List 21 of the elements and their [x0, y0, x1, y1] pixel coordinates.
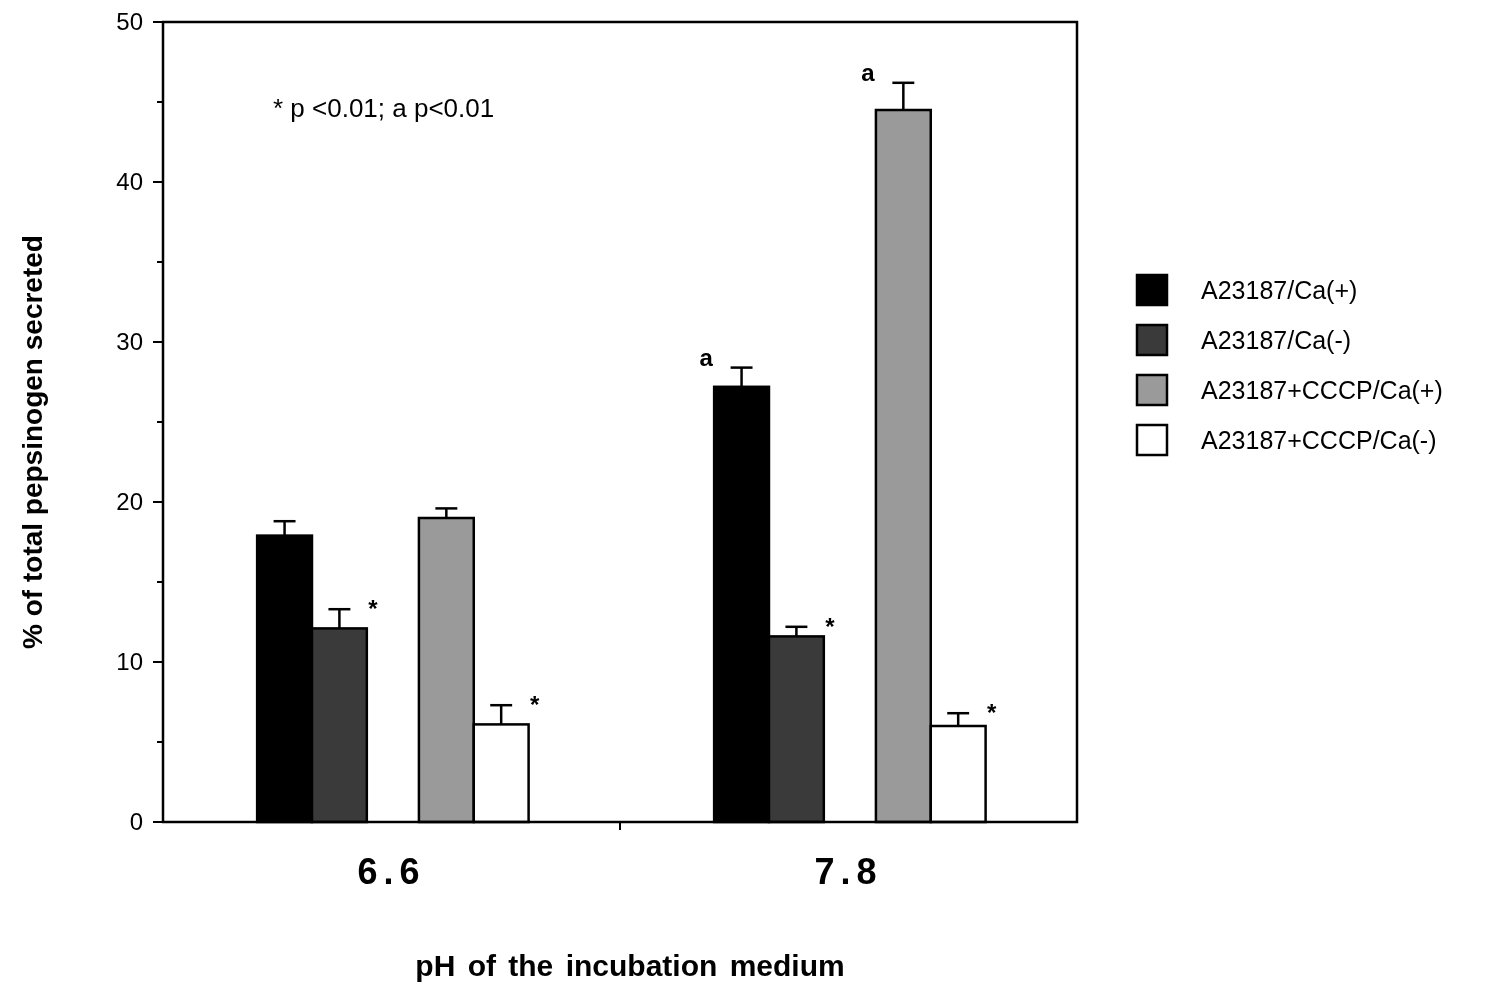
x-axis-title: pH of the incubation medium — [415, 949, 845, 982]
y-tick-label: 0 — [129, 808, 143, 836]
significance-marker: * — [986, 699, 997, 727]
y-tick-label: 10 — [116, 648, 143, 676]
significance-marker: * — [825, 612, 835, 640]
legend-label: A23187+CCCP/Ca(+) — [1201, 375, 1443, 404]
annotation: * p <0.01; a p<0.01 — [273, 93, 495, 123]
y-tick-label: 20 — [116, 488, 143, 516]
legend-label: A23187+CCCP/Ca(-) — [1201, 425, 1437, 454]
significance-marker: a — [861, 58, 875, 86]
x-tick-label: 6.6 — [357, 851, 426, 892]
significance-marker: * — [529, 691, 540, 719]
y-tick-label: 50 — [116, 8, 143, 36]
x-tick-label: 7.8 — [814, 851, 883, 892]
legend-label: A23187/Ca(+) — [1201, 275, 1358, 304]
legend-label: A23187/Ca(-) — [1201, 325, 1352, 354]
y-axis-title: % of total pepsinogen secreted — [17, 235, 48, 649]
y-tick-label: 30 — [116, 328, 143, 356]
significance-marker: a — [699, 343, 713, 371]
significance-marker: * — [368, 595, 378, 623]
y-tick-label: 40 — [116, 168, 143, 196]
